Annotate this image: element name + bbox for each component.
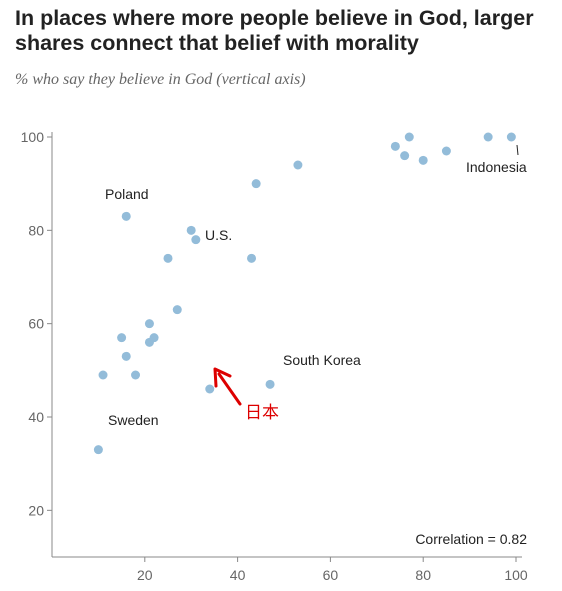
y-tick-label: 40 xyxy=(28,409,44,425)
japan-arrow-shaft xyxy=(217,372,242,406)
japan-arrowhead xyxy=(213,367,232,388)
data-point xyxy=(247,253,257,263)
data-point xyxy=(186,225,196,235)
data-point xyxy=(251,179,261,189)
chart-annotations: Poland U.S. Sweden South Korea Indonesia… xyxy=(105,144,527,547)
data-point xyxy=(400,151,410,161)
y-tick-label: 60 xyxy=(28,316,44,332)
data-point xyxy=(506,132,516,142)
correlation-label: Correlation = 0.82 xyxy=(415,531,527,547)
indonesia-leader-line xyxy=(516,144,519,156)
y-tick-label: 100 xyxy=(21,129,45,145)
data-point xyxy=(163,253,173,263)
label-sweden: Sweden xyxy=(108,412,159,428)
label-poland: Poland xyxy=(105,186,149,202)
label-japan: 日本 xyxy=(245,403,279,423)
data-point xyxy=(93,445,103,455)
x-tick-label: 20 xyxy=(137,567,153,583)
data-point xyxy=(131,370,141,380)
x-tick-label: 60 xyxy=(323,567,339,583)
y-tick-label: 20 xyxy=(28,502,44,518)
data-point xyxy=(483,132,493,142)
chart-subtitle: % who say they believe in God (vertical … xyxy=(15,71,306,88)
data-point xyxy=(390,141,400,151)
data-point xyxy=(149,333,159,343)
label-indonesia: Indonesia xyxy=(466,159,527,175)
data-point xyxy=(441,146,451,156)
data-point xyxy=(121,211,131,221)
data-point xyxy=(205,384,215,394)
x-tick-label: 100 xyxy=(504,567,528,583)
label-south-korea: South Korea xyxy=(283,352,361,368)
data-point xyxy=(144,319,154,329)
chart-title: In places where more people believe in G… xyxy=(15,6,534,55)
y-tick-label: 80 xyxy=(28,222,44,238)
data-point xyxy=(404,132,414,142)
data-point xyxy=(191,235,201,245)
chart-points xyxy=(93,132,516,455)
data-point xyxy=(121,351,131,361)
data-point xyxy=(293,160,303,170)
data-point xyxy=(265,379,275,389)
data-point xyxy=(98,370,108,380)
data-point xyxy=(418,155,428,165)
data-point xyxy=(172,305,182,315)
x-tick-label: 80 xyxy=(415,567,431,583)
data-point xyxy=(117,333,127,343)
chart-axes: 20 40 60 80 100 20 40 60 80 100 xyxy=(21,129,528,583)
label-us: U.S. xyxy=(205,227,232,243)
x-tick-label: 40 xyxy=(230,567,246,583)
